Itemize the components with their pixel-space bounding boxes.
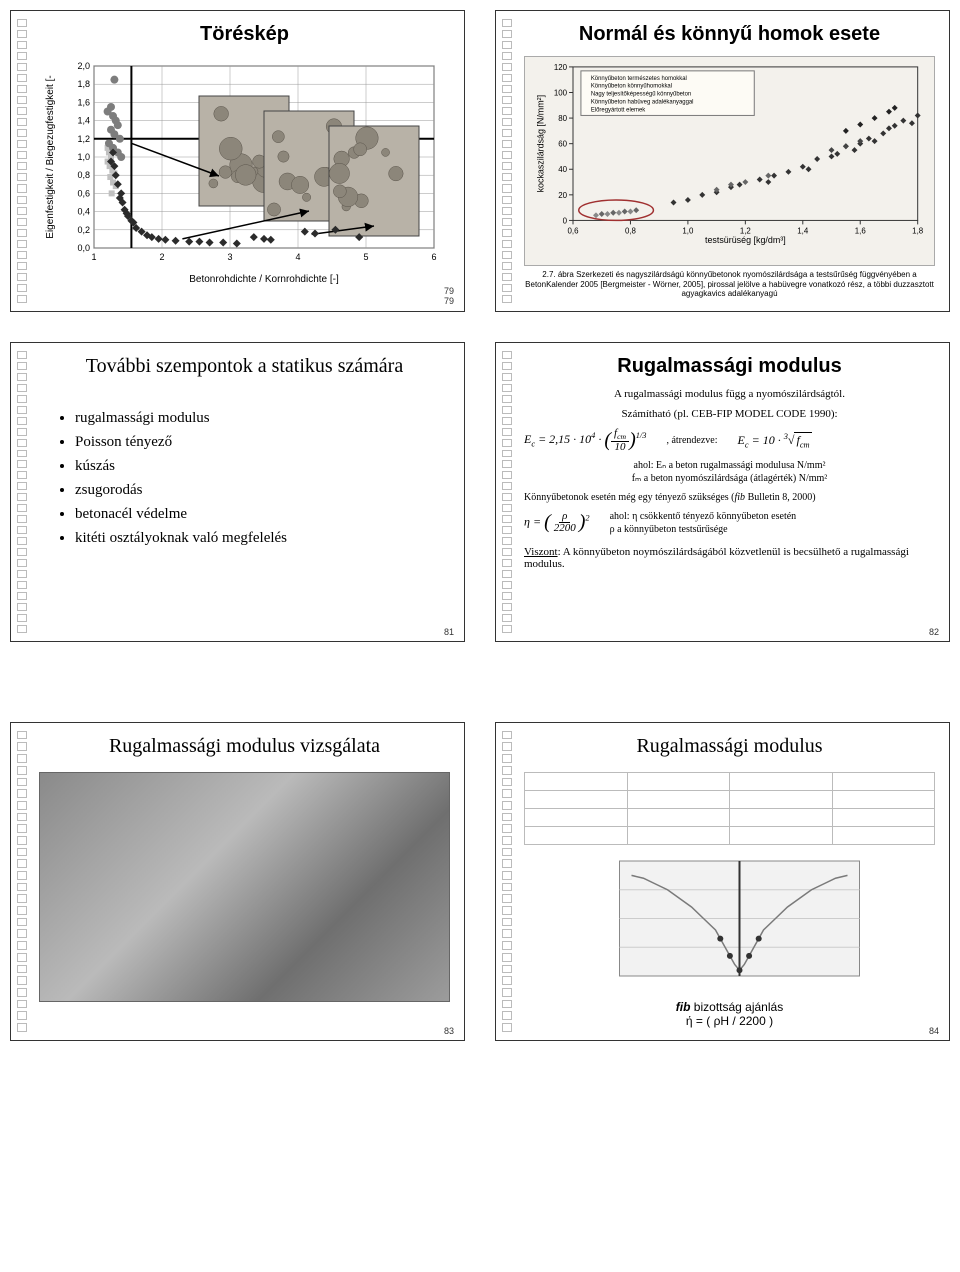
svg-text:kockaszilárdság [N/mm²]: kockaszilárdság [N/mm²] xyxy=(535,95,545,193)
side-decor xyxy=(502,731,516,1032)
slide2-scan: 0 20 40 60 80 100 120 0,6 0,8 1,0 1,2 1,4 1,6 1,8 Könn… xyxy=(524,56,935,266)
svg-text:Eigenfestigkeit / Biegezugfest: Eigenfestigkeit / Biegezugfestigkeit [- xyxy=(45,75,56,238)
slide6-title: Rugalmassági modulus xyxy=(524,735,935,758)
slide4-note2: ahol: η csökkentő tényező könnyűbeton es… xyxy=(610,510,797,536)
slide-rugalmassagi: Rugalmassági modulus A rugalmassági modu… xyxy=(495,342,950,642)
svg-text:1,8: 1,8 xyxy=(912,226,924,235)
svg-text:1,2: 1,2 xyxy=(77,134,90,144)
eta-formula: η = (ρ2200)2 xyxy=(524,511,590,534)
slide2-caption: 2.7. ábra Szerkezeti és nagyszilárdságú … xyxy=(524,270,935,299)
side-decor xyxy=(17,731,31,1032)
side-decor xyxy=(17,19,31,303)
svg-text:Előregyártott elemek: Előregyártott elemek xyxy=(591,107,645,113)
svg-text:3: 3 xyxy=(227,252,232,262)
bullet-item: betonacél védelme xyxy=(75,502,450,526)
slide1-pagenum: 7979 xyxy=(444,287,454,307)
svg-text:1,2: 1,2 xyxy=(740,226,751,235)
slide2-title: Normál és könnyű homok esete xyxy=(524,23,935,46)
slide-grid: Töréskép 0,0 0,2 0,4 0,6 0,8 1,0 1,2 1,4 1,6 1,8 2… xyxy=(10,10,950,1041)
side-decor xyxy=(502,351,516,633)
slide3-bullets: rugalmassági modulusPoisson tényezőkúszá… xyxy=(57,406,450,550)
slide4-formulas: Ec = 2,15 · 104 · (fcm10)1/3 , átrendezv… xyxy=(524,428,935,570)
svg-text:6: 6 xyxy=(431,252,436,262)
slide3-pagenum: 81 xyxy=(444,627,454,637)
svg-text:0,6: 0,6 xyxy=(77,188,90,198)
svg-text:0: 0 xyxy=(563,216,568,225)
svg-text:0,8: 0,8 xyxy=(77,170,90,180)
slide2-svg: 0 20 40 60 80 100 120 0,6 0,8 1,0 1,2 1,4 1,6 1,8 Könn… xyxy=(525,57,934,265)
slide4-sub2: Számítható (pl. CEB-FIP MODEL CODE 1990)… xyxy=(524,408,935,420)
bullet-item: zsugorodás xyxy=(75,478,450,502)
svg-text:Betonrohdichte / Kornrohdichte: Betonrohdichte / Kornrohdichte [-] xyxy=(189,274,339,285)
bullet-item: Poisson tényező xyxy=(75,430,450,454)
slide-toreskep: Töréskép 0,0 0,2 0,4 0,6 0,8 1,0 1,2 1,4 1,6 1,8 2… xyxy=(10,10,465,312)
svg-text:testsürüség [kg/dm³]: testsürüség [kg/dm³] xyxy=(705,235,786,245)
svg-text:0,6: 0,6 xyxy=(568,226,580,235)
slide4-sub1: A rugalmassági modulus függ a nyomószilá… xyxy=(524,388,935,400)
svg-text:5: 5 xyxy=(363,252,368,262)
svg-text:Könnyűbeton könnyűhomokkal: Könnyűbeton könnyűhomokkal xyxy=(591,84,672,90)
slide3-title: További szempontok a statikus számára xyxy=(39,355,450,378)
svg-text:1: 1 xyxy=(91,252,96,262)
svg-text:1,6: 1,6 xyxy=(855,226,867,235)
svg-text:4: 4 xyxy=(295,252,300,262)
slide4-pagenum: 82 xyxy=(929,627,939,637)
svg-text:0,0: 0,0 xyxy=(77,243,90,253)
slide1-chart: 0,0 0,2 0,4 0,6 0,8 1,0 1,2 1,4 1,6 1,8 2,0 1 2 3 4 5 6 B… xyxy=(39,56,450,286)
slide1-svg: 0,0 0,2 0,4 0,6 0,8 1,0 1,2 1,4 1,6 1,8 2,0 1 2 3 4 5 6 B… xyxy=(39,56,449,286)
svg-text:0,4: 0,4 xyxy=(77,207,90,217)
svg-text:0,2: 0,2 xyxy=(77,225,90,235)
formula1-after: , átrendezve: xyxy=(666,434,717,447)
slide6-svg xyxy=(524,851,935,991)
slide-rugmodulus-6: Rugalmassági modulus fib bizottság ajánl… xyxy=(495,722,950,1041)
slide6-fib: fib bizottság ajánlás ή = ( ρH / 2200 ) xyxy=(524,1000,935,1028)
svg-text:2: 2 xyxy=(159,252,164,262)
slide-vizsgalata: Rugalmassági modulus vizsgálata 83 xyxy=(10,722,465,1041)
svg-text:1,6: 1,6 xyxy=(77,97,90,107)
bullet-item: kitéti osztályoknak való megfelelés xyxy=(75,526,450,550)
side-decor xyxy=(17,351,31,633)
svg-text:Könnyűbeton habüveg adalékanya: Könnyűbeton habüveg adalékanyaggal xyxy=(591,100,694,106)
formula2: Ec = 10 · 3√fcm xyxy=(738,432,812,449)
slide5-pagenum: 83 xyxy=(444,1026,454,1036)
svg-text:120: 120 xyxy=(554,63,568,72)
svg-text:20: 20 xyxy=(558,191,567,200)
side-decor xyxy=(502,19,516,303)
svg-text:1,4: 1,4 xyxy=(77,116,90,126)
bullet-item: rugalmassági modulus xyxy=(75,406,450,430)
svg-text:2,0: 2,0 xyxy=(77,61,90,71)
slide5-title: Rugalmassági modulus vizsgálata xyxy=(39,735,450,758)
svg-text:1,8: 1,8 xyxy=(77,79,90,89)
slide4-title: Rugalmassági modulus xyxy=(524,355,935,378)
svg-text:1,4: 1,4 xyxy=(797,226,809,235)
slide4-note1: ahol: Eₙ a beton rugalmassági modulusa N… xyxy=(524,459,935,485)
svg-text:60: 60 xyxy=(558,140,567,149)
slide6-pagenum: 84 xyxy=(929,1026,939,1036)
slide1-title: Töréskép xyxy=(39,23,450,46)
svg-text:40: 40 xyxy=(558,165,567,174)
svg-text:1,0: 1,0 xyxy=(682,226,694,235)
bullet-item: kúszás xyxy=(75,454,450,478)
svg-text:80: 80 xyxy=(558,114,567,123)
slide-tovabbi: További szempontok a statikus számára ru… xyxy=(10,342,465,642)
svg-text:1,0: 1,0 xyxy=(77,152,90,162)
slide-normal-homok: Normál és könnyű homok esete 0 20 40 60 80 10… xyxy=(495,10,950,312)
svg-text:Könnyűbeton természetes homokk: Könnyűbeton természetes homokkal xyxy=(591,76,687,82)
svg-text:100: 100 xyxy=(554,88,568,97)
svg-text:Nagy teljesítőképességű könnyű: Nagy teljesítőképességű könnyűbeton xyxy=(591,92,691,98)
svg-text:0,8: 0,8 xyxy=(625,226,637,235)
formula1: Ec = 2,15 · 104 · (fcm10)1/3 xyxy=(524,428,646,453)
slide4-viszont: Viszont: A könnyűbeton noymószilárdságáb… xyxy=(524,546,935,570)
slide4-lightweight: Könnyűbetonok esetén még egy tényező szü… xyxy=(524,491,935,504)
slide6-table xyxy=(524,772,935,845)
slide5-photo xyxy=(39,772,450,1002)
